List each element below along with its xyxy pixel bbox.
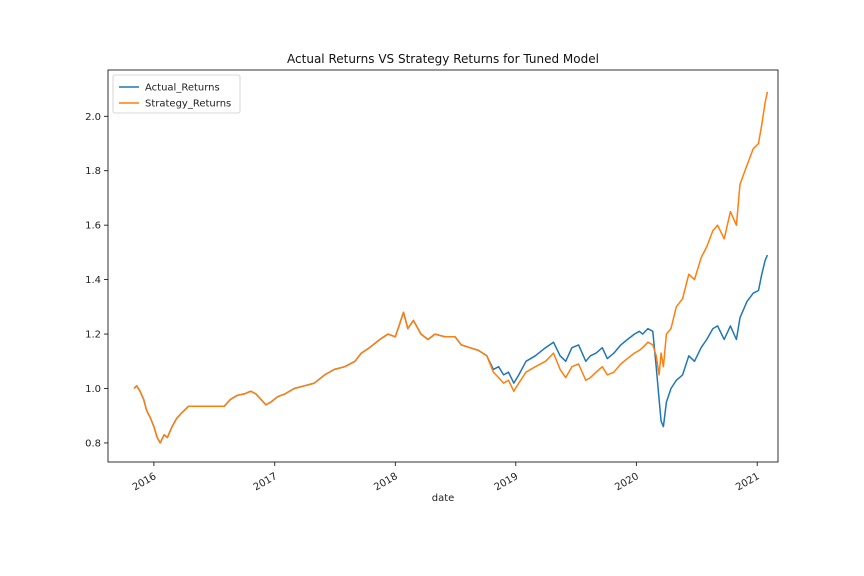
x-tick-label: 2018	[372, 471, 400, 493]
x-tick-label: 2017	[252, 471, 280, 493]
series-line-actual-returns	[133, 254, 769, 444]
x-axis: 2016 2017 2018 2019 2020 2021	[131, 462, 762, 493]
x-axis-label: date	[432, 493, 455, 504]
y-tick-label: 1.0	[85, 384, 101, 395]
y-tick-label: 1.8	[85, 166, 101, 177]
y-tick-label: 2.0	[85, 112, 101, 123]
series-line-strategy-returns	[133, 91, 769, 444]
x-tick-label: 2021	[734, 471, 762, 493]
y-tick-label: 0.8	[85, 438, 101, 449]
legend-box	[112, 74, 241, 114]
series-layer	[133, 91, 769, 444]
x-tick-label: 2016	[131, 471, 159, 493]
legend: Actual_Returns Strategy_Returns	[112, 74, 241, 114]
x-tick-label: 2019	[493, 471, 521, 493]
legend-label: Actual_Returns	[145, 83, 220, 94]
plot-frame	[107, 69, 779, 463]
legend-label: Strategy_Returns	[145, 99, 231, 110]
y-tick-label: 1.6	[85, 221, 101, 232]
y-tick-label: 1.2	[85, 330, 101, 341]
chart-title: Actual Returns VS Strategy Returns for T…	[287, 52, 599, 66]
y-axis: 0.8 1.0 1.2 1.4 1.6 1.8 2.0	[85, 112, 108, 449]
y-tick-label: 1.4	[85, 275, 101, 286]
x-tick-label: 2020	[613, 471, 641, 493]
